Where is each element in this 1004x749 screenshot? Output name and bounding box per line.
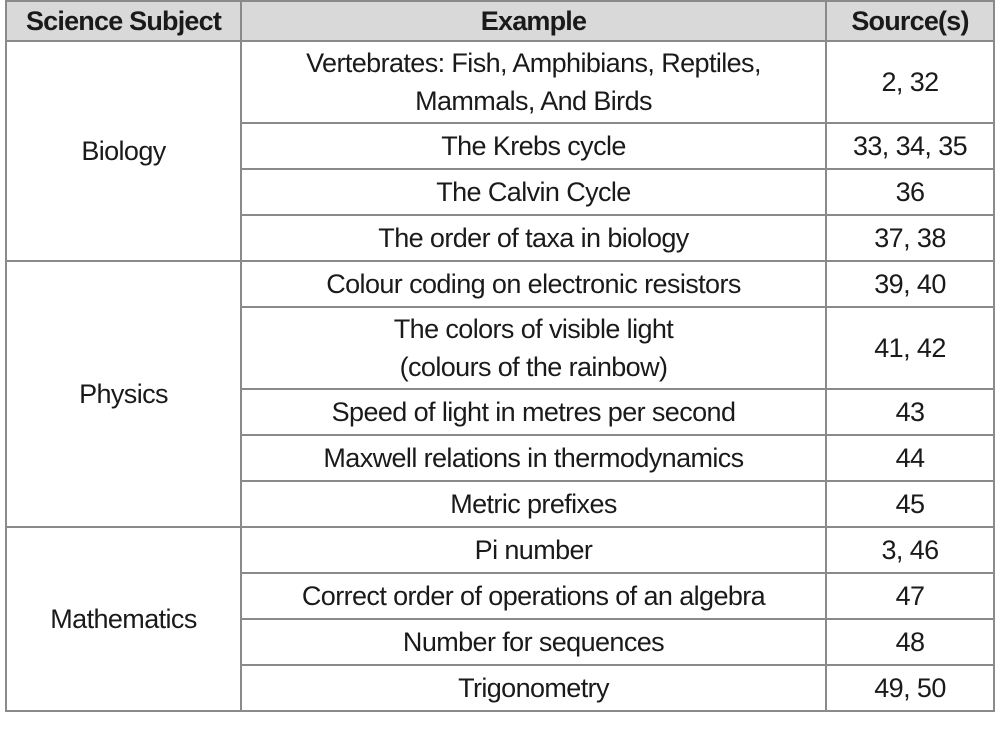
example-cell: The order of taxa in biology: [240, 214, 827, 262]
example-cell: Metric prefixes: [240, 480, 827, 528]
subject-cell: Mathematics: [5, 526, 242, 712]
example-text-line: (colours of the rainbow): [399, 352, 668, 382]
sources-cell: 49, 50: [825, 664, 995, 712]
sources-cell: 45: [825, 480, 995, 528]
header-sources: Source(s): [825, 0, 995, 42]
example-cell: Trigonometry: [240, 664, 827, 712]
table-row: The Krebs cycle 33, 34, 35: [6, 122, 995, 170]
sources-cell: 48: [825, 618, 995, 666]
example-text-line: Colour coding on electronic resistors: [326, 269, 741, 299]
example-text-line: The Calvin Cycle: [436, 177, 631, 207]
sources-cell: 36: [825, 168, 995, 216]
table-row: Metric prefixes 45: [6, 480, 995, 528]
example-text-line: The Krebs cycle: [441, 131, 626, 161]
science-examples-table: Science Subject Example Source(s) Biolog…: [5, 0, 995, 712]
table-row: The colors of visible light (colours of t…: [6, 306, 995, 390]
sources-cell: 33, 34, 35: [825, 122, 995, 170]
sources-cell: 41, 42: [825, 306, 995, 390]
table-header: Science Subject Example Source(s): [5, 0, 995, 42]
science-examples-table-container: Science Subject Example Source(s) Biolog…: [5, 0, 995, 712]
table-row: Physics Colour coding on electronic resis…: [5, 260, 995, 528]
sources-cell: 43: [825, 388, 995, 436]
table-row: Correct order of operations of an algebr…: [6, 572, 995, 620]
example-cell: Number for sequences: [240, 618, 827, 666]
table-row: The Calvin Cycle 36: [6, 168, 995, 216]
example-text-line: Maxwell relations in thermodynamics: [323, 443, 744, 473]
sources-cell: 44: [825, 434, 995, 482]
example-cell: Correct order of operations of an algebr…: [240, 572, 827, 620]
example-text-line: Pi number: [474, 535, 593, 565]
example-text-line: The order of taxa in biology: [378, 223, 689, 253]
example-text-line: Number for sequences: [402, 627, 665, 657]
table-row: The order of taxa in biology 37, 38: [6, 214, 995, 262]
example-cell: Pi number: [240, 526, 827, 574]
table-row: Trigonometry 49, 50: [6, 664, 995, 712]
example-cell: The Krebs cycle: [240, 122, 827, 170]
sources-cell: 47: [825, 572, 995, 620]
example-text-line: Correct order of operations of an algebr…: [301, 581, 766, 611]
example-cell: The colors of visible light (colours of t…: [240, 306, 827, 390]
example-text-line: The colors of visible light: [393, 314, 674, 344]
table-row: Number for sequences 48: [6, 618, 995, 666]
example-cell: Maxwell relations in thermodynamics: [240, 434, 827, 482]
example-cell: Colour coding on electronic resistors: [240, 260, 827, 308]
table-row: Maxwell relations in thermodynamics 44: [6, 434, 995, 482]
header-row: Science Subject Example Source(s): [5, 0, 995, 42]
example-cell: Vertebrates: Fish, Amphibians, Reptiles,…: [240, 40, 827, 124]
table-row: Speed of light in metres per second 43: [6, 388, 995, 436]
header-science-subject: Science Subject: [5, 0, 242, 42]
sources-cell: 2, 32: [825, 40, 995, 124]
sources-cell: 3, 46: [825, 526, 995, 574]
example-text-line: Trigonometry: [458, 673, 609, 703]
table-body: Biology Vertebrates: Fish, Amphibians, Re…: [5, 40, 995, 712]
example-text-line: Metric prefixes: [450, 489, 617, 519]
example-text-line: Speed of light in metres per second: [331, 397, 736, 427]
table-row: Biology Vertebrates: Fish, Amphibians, Re…: [5, 40, 995, 262]
example-cell: Speed of light in metres per second: [240, 388, 827, 436]
sources-cell: 37, 38: [825, 214, 995, 262]
example-cell: The Calvin Cycle: [240, 168, 827, 216]
example-text-line: Vertebrates: Fish, Amphibians, Reptiles,: [306, 48, 761, 78]
header-example: Example: [240, 0, 827, 42]
subject-cell: Physics: [5, 260, 242, 528]
sources-cell: 39, 40: [825, 260, 995, 308]
example-text-line: Mammals, And Birds: [415, 86, 652, 116]
table-row: Mathematics Pi number 3, 46: [5, 526, 995, 712]
subject-cell: Biology: [5, 40, 242, 262]
